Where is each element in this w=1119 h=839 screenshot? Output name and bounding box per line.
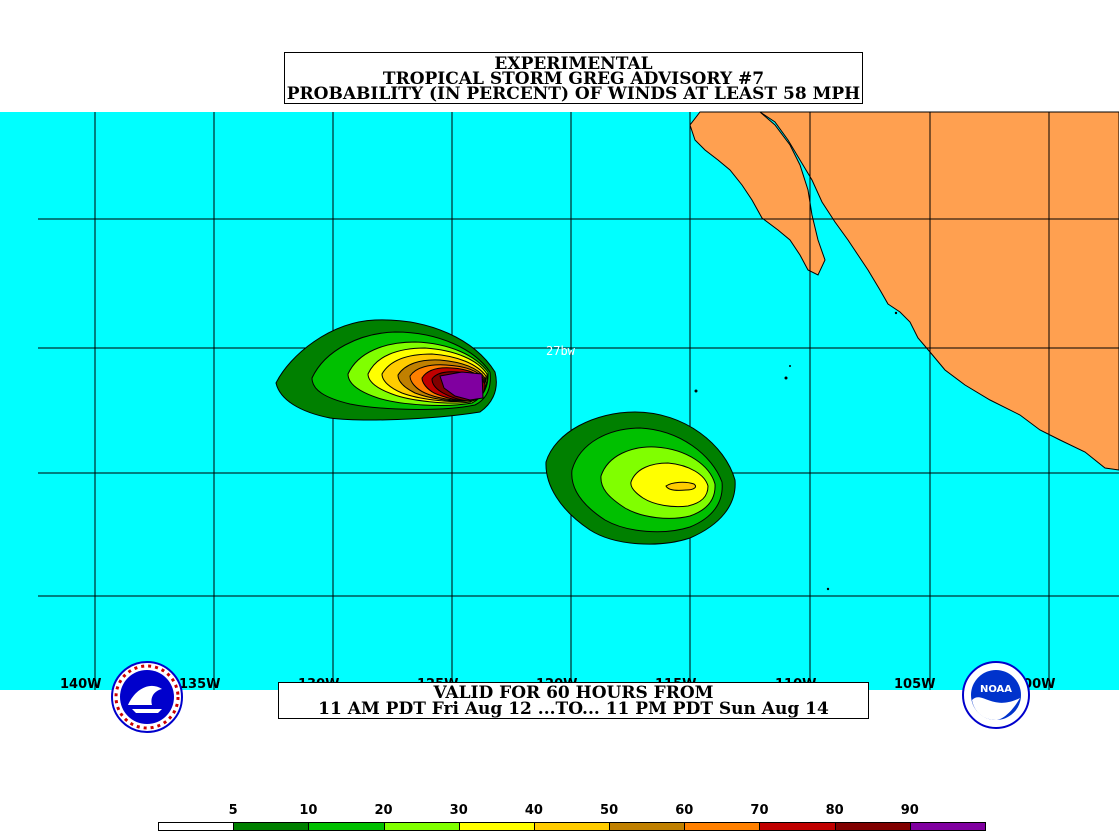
- valid-period-box: VALID FOR 60 HOURS FROM 11 AM PDT Fri Au…: [278, 682, 869, 719]
- legend-swatch: [684, 822, 761, 831]
- legend-swatch: [383, 822, 460, 831]
- legend-tick-label: 20: [374, 803, 393, 818]
- baja-california: [689, 111, 826, 276]
- cell-label: 27bw: [546, 344, 575, 358]
- legend-swatch: [233, 822, 310, 831]
- legend-swatch: [308, 822, 385, 831]
- island: [894, 311, 898, 315]
- nws-logo: [111, 661, 183, 733]
- legend-swatch: [834, 822, 911, 831]
- island: [826, 587, 830, 591]
- lon-label-105w: 105W: [894, 677, 936, 692]
- legend-tick-label: 50: [600, 803, 619, 818]
- title-line-2: TROPICAL STORM GREG ADVISORY #7: [382, 69, 765, 89]
- title-box: EXPERIMENTAL TROPICAL STORM GREG ADVISOR…: [284, 52, 863, 104]
- valid-line-2: 11 AM PDT Fri Aug 12 ...TO... 11 PM PDT …: [318, 699, 829, 719]
- legend-swatch: [909, 822, 986, 831]
- legend-swatch: [759, 822, 836, 831]
- title-line-1: EXPERIMENTAL: [494, 54, 653, 74]
- island: [694, 389, 698, 393]
- legend-tick-label: 80: [825, 803, 844, 818]
- lon-label-140w: 140W: [60, 677, 102, 692]
- noaa-logo-text: NOAA: [980, 684, 1012, 695]
- mexico-land: [758, 111, 1119, 471]
- noaa-logo: NOAA: [962, 661, 1030, 729]
- lat-lon-grid: [38, 112, 1119, 690]
- island: [784, 376, 788, 380]
- title-line-3: PROBABILITY (IN PERCENT) OF WINDS AT LEA…: [286, 84, 861, 104]
- legend-swatch: [458, 822, 535, 831]
- legend-tick-label: 30: [449, 803, 468, 818]
- legend-swatch: [609, 822, 686, 831]
- legend-tick-label: 40: [524, 803, 543, 818]
- probability-area-east: [545, 411, 736, 545]
- legend-swatch: [533, 822, 611, 831]
- legend-swatch: [158, 822, 235, 831]
- legend-tick-label: 5: [228, 803, 238, 818]
- lon-label-135w: 135W: [179, 677, 221, 692]
- legend-tick-label: 60: [675, 803, 694, 818]
- legend-tick-label: 90: [900, 803, 919, 818]
- probability-area-west: [275, 319, 497, 421]
- island: [789, 365, 791, 367]
- legend-tick-label: 10: [299, 803, 318, 818]
- valid-line-1: VALID FOR 60 HOURS FROM: [433, 683, 714, 703]
- legend-tick-label: 70: [750, 803, 769, 818]
